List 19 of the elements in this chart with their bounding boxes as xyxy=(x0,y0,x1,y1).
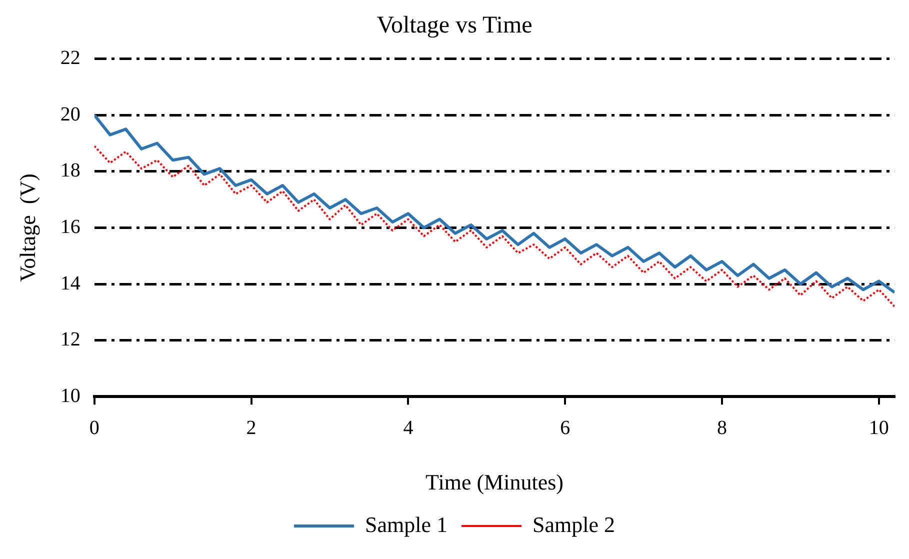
x-tick-label: 10 xyxy=(868,416,889,439)
y-tick-label: 12 xyxy=(60,328,80,351)
x-tick-label: 8 xyxy=(717,416,728,439)
x-tick-label: 0 xyxy=(89,416,100,439)
y-tick-label: 20 xyxy=(60,103,80,126)
x-tick-label: 2 xyxy=(246,416,256,439)
y-axis-title: Voltage (V) xyxy=(14,174,40,282)
legend-label: Sample 1 xyxy=(365,512,448,537)
y-tick-label: 14 xyxy=(60,272,80,294)
y-tick-label: 22 xyxy=(60,47,80,70)
line-series xyxy=(94,145,895,308)
y-tick-label: 16 xyxy=(60,216,80,238)
legend-label: Sample 2 xyxy=(532,512,615,537)
x-tick-label: 6 xyxy=(560,416,570,439)
x-axis-title: Time (Minutes) xyxy=(426,470,564,495)
chart-title: Voltage vs Time xyxy=(376,12,532,39)
y-tick-label: 10 xyxy=(60,384,80,407)
y-tick-label: 18 xyxy=(60,160,80,182)
x-tick-label: 4 xyxy=(403,416,414,439)
